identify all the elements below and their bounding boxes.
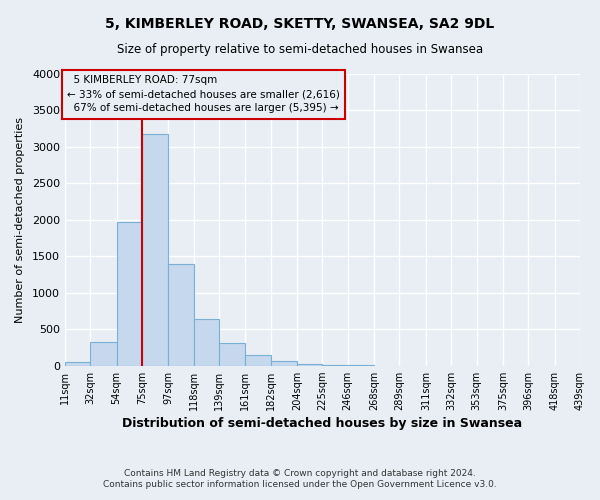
Bar xyxy=(169,264,194,366)
Bar xyxy=(245,356,271,366)
Bar xyxy=(322,364,348,366)
Bar xyxy=(219,344,245,365)
Bar xyxy=(194,319,219,366)
Bar xyxy=(297,364,322,366)
Bar xyxy=(90,342,116,365)
Bar xyxy=(271,361,297,366)
Text: Contains public sector information licensed under the Open Government Licence v3: Contains public sector information licen… xyxy=(103,480,497,489)
Bar xyxy=(65,362,90,366)
Text: Size of property relative to semi-detached houses in Swansea: Size of property relative to semi-detach… xyxy=(117,42,483,56)
Bar xyxy=(116,222,142,366)
Text: 5 KIMBERLEY ROAD: 77sqm
← 33% of semi-detached houses are smaller (2,616)
  67% : 5 KIMBERLEY ROAD: 77sqm ← 33% of semi-de… xyxy=(67,76,340,114)
Text: Contains HM Land Registry data © Crown copyright and database right 2024.: Contains HM Land Registry data © Crown c… xyxy=(124,468,476,477)
Y-axis label: Number of semi-detached properties: Number of semi-detached properties xyxy=(15,117,25,323)
Bar xyxy=(142,134,169,366)
Text: 5, KIMBERLEY ROAD, SKETTY, SWANSEA, SA2 9DL: 5, KIMBERLEY ROAD, SKETTY, SWANSEA, SA2 … xyxy=(106,18,494,32)
X-axis label: Distribution of semi-detached houses by size in Swansea: Distribution of semi-detached houses by … xyxy=(122,417,523,430)
